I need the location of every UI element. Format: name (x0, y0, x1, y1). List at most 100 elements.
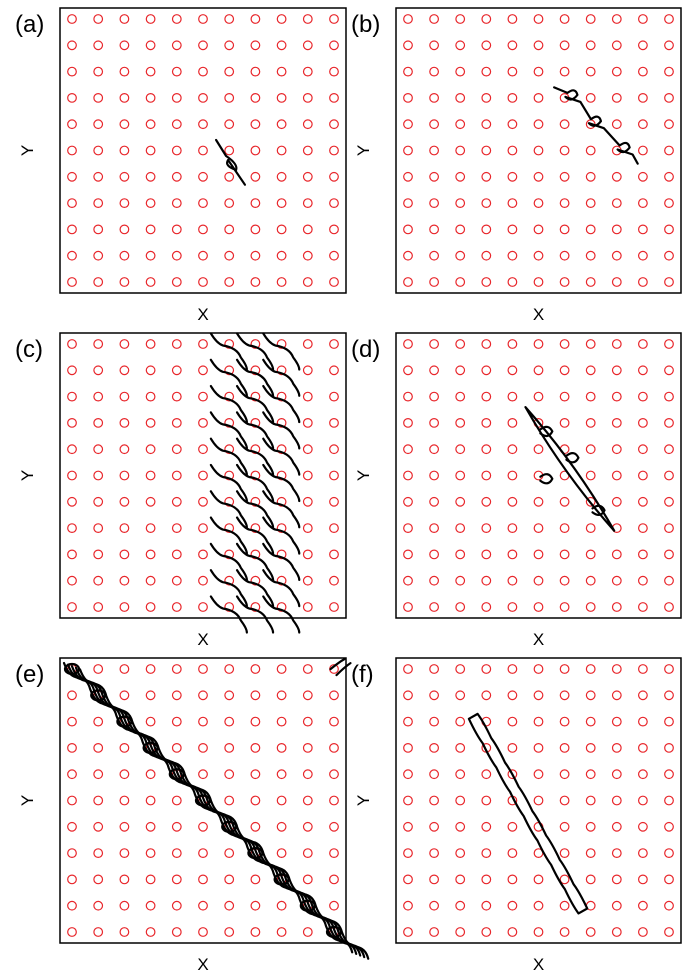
lattice-site (403, 900, 413, 911)
lattice-site (276, 277, 287, 287)
lattice-site (638, 690, 648, 701)
lattice-site (119, 470, 130, 481)
lattice-site (67, 444, 77, 455)
trajectory-line (235, 516, 275, 555)
lattice-site (507, 66, 518, 77)
lattice-site (198, 171, 208, 182)
lattice-site (329, 470, 339, 481)
lattice-site (481, 145, 492, 156)
lattice-site (455, 523, 466, 533)
lattice-site (93, 470, 104, 481)
lattice-site (250, 769, 261, 780)
lattice-site (481, 444, 492, 455)
lattice-site (224, 496, 235, 507)
lattice-site (611, 927, 622, 937)
lattice-site (533, 198, 544, 209)
lattice-site (481, 874, 492, 885)
lattice-site (119, 224, 130, 235)
lattice-site (533, 391, 544, 402)
lattice-site (93, 900, 104, 911)
lattice-site (481, 14, 492, 24)
lattice-site (119, 496, 130, 507)
lattice-site (664, 339, 674, 349)
x-axis-label: X (197, 630, 208, 649)
trajectory-line (262, 411, 301, 450)
lattice-site (507, 198, 518, 209)
lattice-site (585, 418, 596, 428)
lattice-site (93, 549, 104, 560)
trajectory-line (235, 463, 275, 503)
lattice-site (403, 874, 413, 885)
lattice-site (455, 145, 466, 156)
lattice-site (198, 277, 208, 287)
lattice-site (302, 145, 313, 156)
lattice-site (559, 900, 570, 911)
lattice-site (276, 145, 287, 156)
lattice-site (119, 874, 130, 885)
lattice-site (145, 119, 156, 130)
panel-frame (59, 657, 347, 944)
lattice-site (611, 795, 622, 806)
lattice-site (638, 171, 648, 182)
lattice-site (403, 365, 413, 376)
lattice-site (171, 119, 182, 130)
lattice-site (585, 444, 596, 455)
trajectory-line (262, 595, 301, 634)
lattice-site (559, 821, 570, 832)
lattice-site (638, 277, 648, 287)
lattice-site (455, 92, 466, 103)
lattice-site (559, 339, 570, 349)
lattice-site (559, 874, 570, 885)
lattice-site (559, 198, 570, 209)
lattice-site (119, 927, 130, 937)
lattice-site (507, 339, 518, 349)
lattice-site (429, 602, 440, 612)
lattice-site (585, 927, 596, 937)
lattice-site (611, 277, 622, 287)
lattice-site (638, 250, 648, 261)
lattice-site (664, 14, 674, 24)
trajectory-line (116, 715, 133, 728)
lattice-site (611, 92, 622, 103)
lattice-site (429, 224, 440, 235)
lattice-site (533, 874, 544, 885)
lattice-site (93, 769, 104, 780)
lattice-site (276, 821, 287, 832)
trajectory-line (247, 846, 264, 860)
lattice-site (224, 40, 235, 51)
lattice-site (481, 848, 492, 858)
lattice-site (507, 145, 518, 156)
lattice-site (507, 769, 518, 780)
lattice-site (533, 171, 544, 182)
lattice-site (198, 927, 208, 937)
lattice-site (585, 171, 596, 182)
lattice-site (171, 339, 182, 349)
lattice-site (481, 769, 492, 780)
lattice-site (638, 391, 648, 402)
lattice-site (302, 444, 313, 455)
lattice-site (585, 145, 596, 156)
lattice-site (664, 250, 674, 261)
lattice-site (533, 690, 544, 701)
lattice-site (302, 523, 313, 533)
x-axis-label: X (197, 955, 208, 974)
lattice-site (585, 365, 596, 376)
lattice-site (198, 92, 208, 103)
trajectory-line (262, 437, 301, 476)
lattice-site (302, 874, 313, 885)
lattice-site (67, 66, 77, 77)
lattice-site (611, 418, 622, 428)
lattice-site (250, 575, 261, 586)
lattice-site (429, 716, 440, 727)
lattice-site (481, 119, 492, 130)
lattice-site (481, 92, 492, 103)
lattice-site (403, 145, 413, 156)
lattice-site (93, 575, 104, 586)
lattice-site (119, 198, 130, 209)
lattice-site (276, 664, 287, 674)
trajectory-line (90, 689, 107, 702)
lattice-site (250, 339, 261, 349)
trajectory-line (209, 463, 248, 503)
lattice-site (403, 848, 413, 858)
